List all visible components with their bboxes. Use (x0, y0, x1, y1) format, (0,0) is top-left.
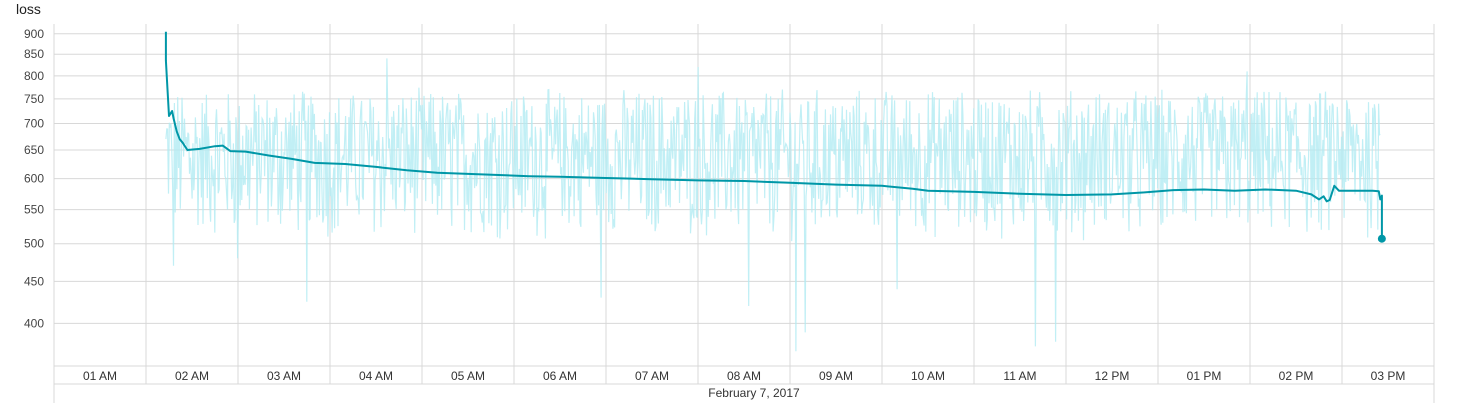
raw-loss-line (165, 58, 1381, 352)
grid (53, 24, 1435, 403)
y-tick-label: 650 (24, 143, 44, 157)
end-point-marker (1377, 234, 1386, 243)
y-tick-label: 850 (24, 47, 44, 61)
y-tick-label: 800 (24, 69, 44, 83)
x-tick-label: 09 AM (819, 369, 853, 383)
x-tick-label: 05 AM (451, 369, 485, 383)
x-tick-label: 06 AM (543, 369, 577, 383)
x-tick-label: 02 AM (175, 369, 209, 383)
smoothed-series (164, 31, 1386, 243)
y-tick-label: 400 (24, 316, 44, 330)
x-axis: 01 AM 02 AM 03 AM 04 AM 05 AM 06 AM 07 AM 08 AM… (83, 369, 1405, 400)
y-tick-label: 750 (24, 92, 44, 106)
y-tick-label: 450 (24, 274, 44, 288)
y-tick-label: 600 (24, 172, 44, 186)
x-tick-label: 04 AM (359, 369, 393, 383)
y-tick-label: 700 (24, 117, 44, 131)
x-tick-label: 10 AM (911, 369, 945, 383)
x-tick-label: 02 PM (1279, 369, 1314, 383)
x-tick-label: 03 PM (1371, 369, 1406, 383)
smoothed-loss-line (164, 31, 1383, 239)
chart-title: loss (16, 1, 41, 17)
y-tick-label: 550 (24, 203, 44, 217)
y-tick-label: 900 (24, 27, 44, 41)
x-tick-label: 08 AM (727, 369, 761, 383)
x-tick-label: 03 AM (267, 369, 301, 383)
y-axis-ticks: 400 450 500 550 600 650 700 750 800 850 900 (24, 27, 44, 331)
x-tick-label: 11 AM (1003, 369, 1036, 383)
x-tick-label: 01 PM (1187, 369, 1222, 383)
x-tick-label: 07 AM (635, 369, 669, 383)
x-tick-label: 01 AM (83, 369, 117, 383)
x-tick-label: 12 PM (1095, 369, 1130, 383)
date-label: February 7, 2017 (708, 386, 800, 400)
y-tick-label: 500 (24, 237, 44, 251)
raw-series (165, 58, 1381, 352)
